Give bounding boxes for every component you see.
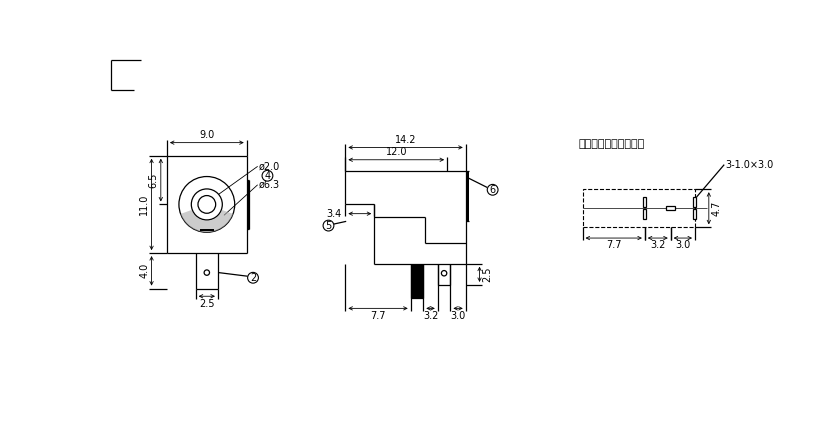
Circle shape: [191, 189, 222, 220]
Circle shape: [262, 170, 273, 181]
Text: ø2.0: ø2.0: [258, 162, 279, 171]
Circle shape: [204, 270, 209, 275]
Text: 2.5: 2.5: [482, 267, 492, 282]
Text: 7.7: 7.7: [370, 311, 385, 321]
Text: 14.2: 14.2: [395, 135, 415, 145]
Wedge shape: [181, 210, 232, 233]
Text: 6.5: 6.5: [148, 172, 158, 188]
Circle shape: [197, 195, 216, 213]
Bar: [410, 264, 423, 297]
Text: 7.7: 7.7: [605, 240, 620, 250]
Text: 3.2: 3.2: [650, 240, 665, 250]
Bar: [643, 210, 645, 220]
Bar: [692, 197, 696, 207]
Circle shape: [487, 184, 497, 195]
Text: 3.0: 3.0: [675, 240, 690, 250]
Text: 4.0: 4.0: [139, 263, 149, 278]
Text: 3-1.0×3.0: 3-1.0×3.0: [725, 160, 773, 170]
Circle shape: [441, 271, 446, 276]
Text: 3.0: 3.0: [450, 311, 465, 321]
Text: 12.0: 12.0: [385, 148, 406, 158]
Text: 6: 6: [489, 185, 495, 195]
Text: 线路板安装尺寸示意图: 线路板安装尺寸示意图: [578, 139, 645, 149]
Text: 2: 2: [250, 273, 256, 283]
Text: 11.0: 11.0: [139, 194, 149, 215]
Bar: [247, 180, 249, 229]
Text: 3.4: 3.4: [326, 209, 341, 219]
Text: 2.5: 2.5: [199, 299, 214, 309]
Circle shape: [323, 220, 334, 231]
Bar: [582, 189, 694, 227]
Circle shape: [179, 177, 234, 233]
Bar: [665, 207, 675, 210]
Text: 5: 5: [325, 220, 331, 231]
Text: 4: 4: [264, 171, 270, 181]
Circle shape: [198, 196, 216, 213]
Bar: [692, 210, 696, 220]
Circle shape: [247, 272, 258, 283]
Text: 4.7: 4.7: [711, 200, 721, 216]
Text: 3.2: 3.2: [422, 311, 438, 321]
Bar: [643, 197, 645, 207]
Bar: [465, 171, 468, 221]
Text: ø6.3: ø6.3: [258, 180, 279, 190]
Text: 9.0: 9.0: [199, 130, 214, 140]
Bar: [200, 229, 213, 231]
